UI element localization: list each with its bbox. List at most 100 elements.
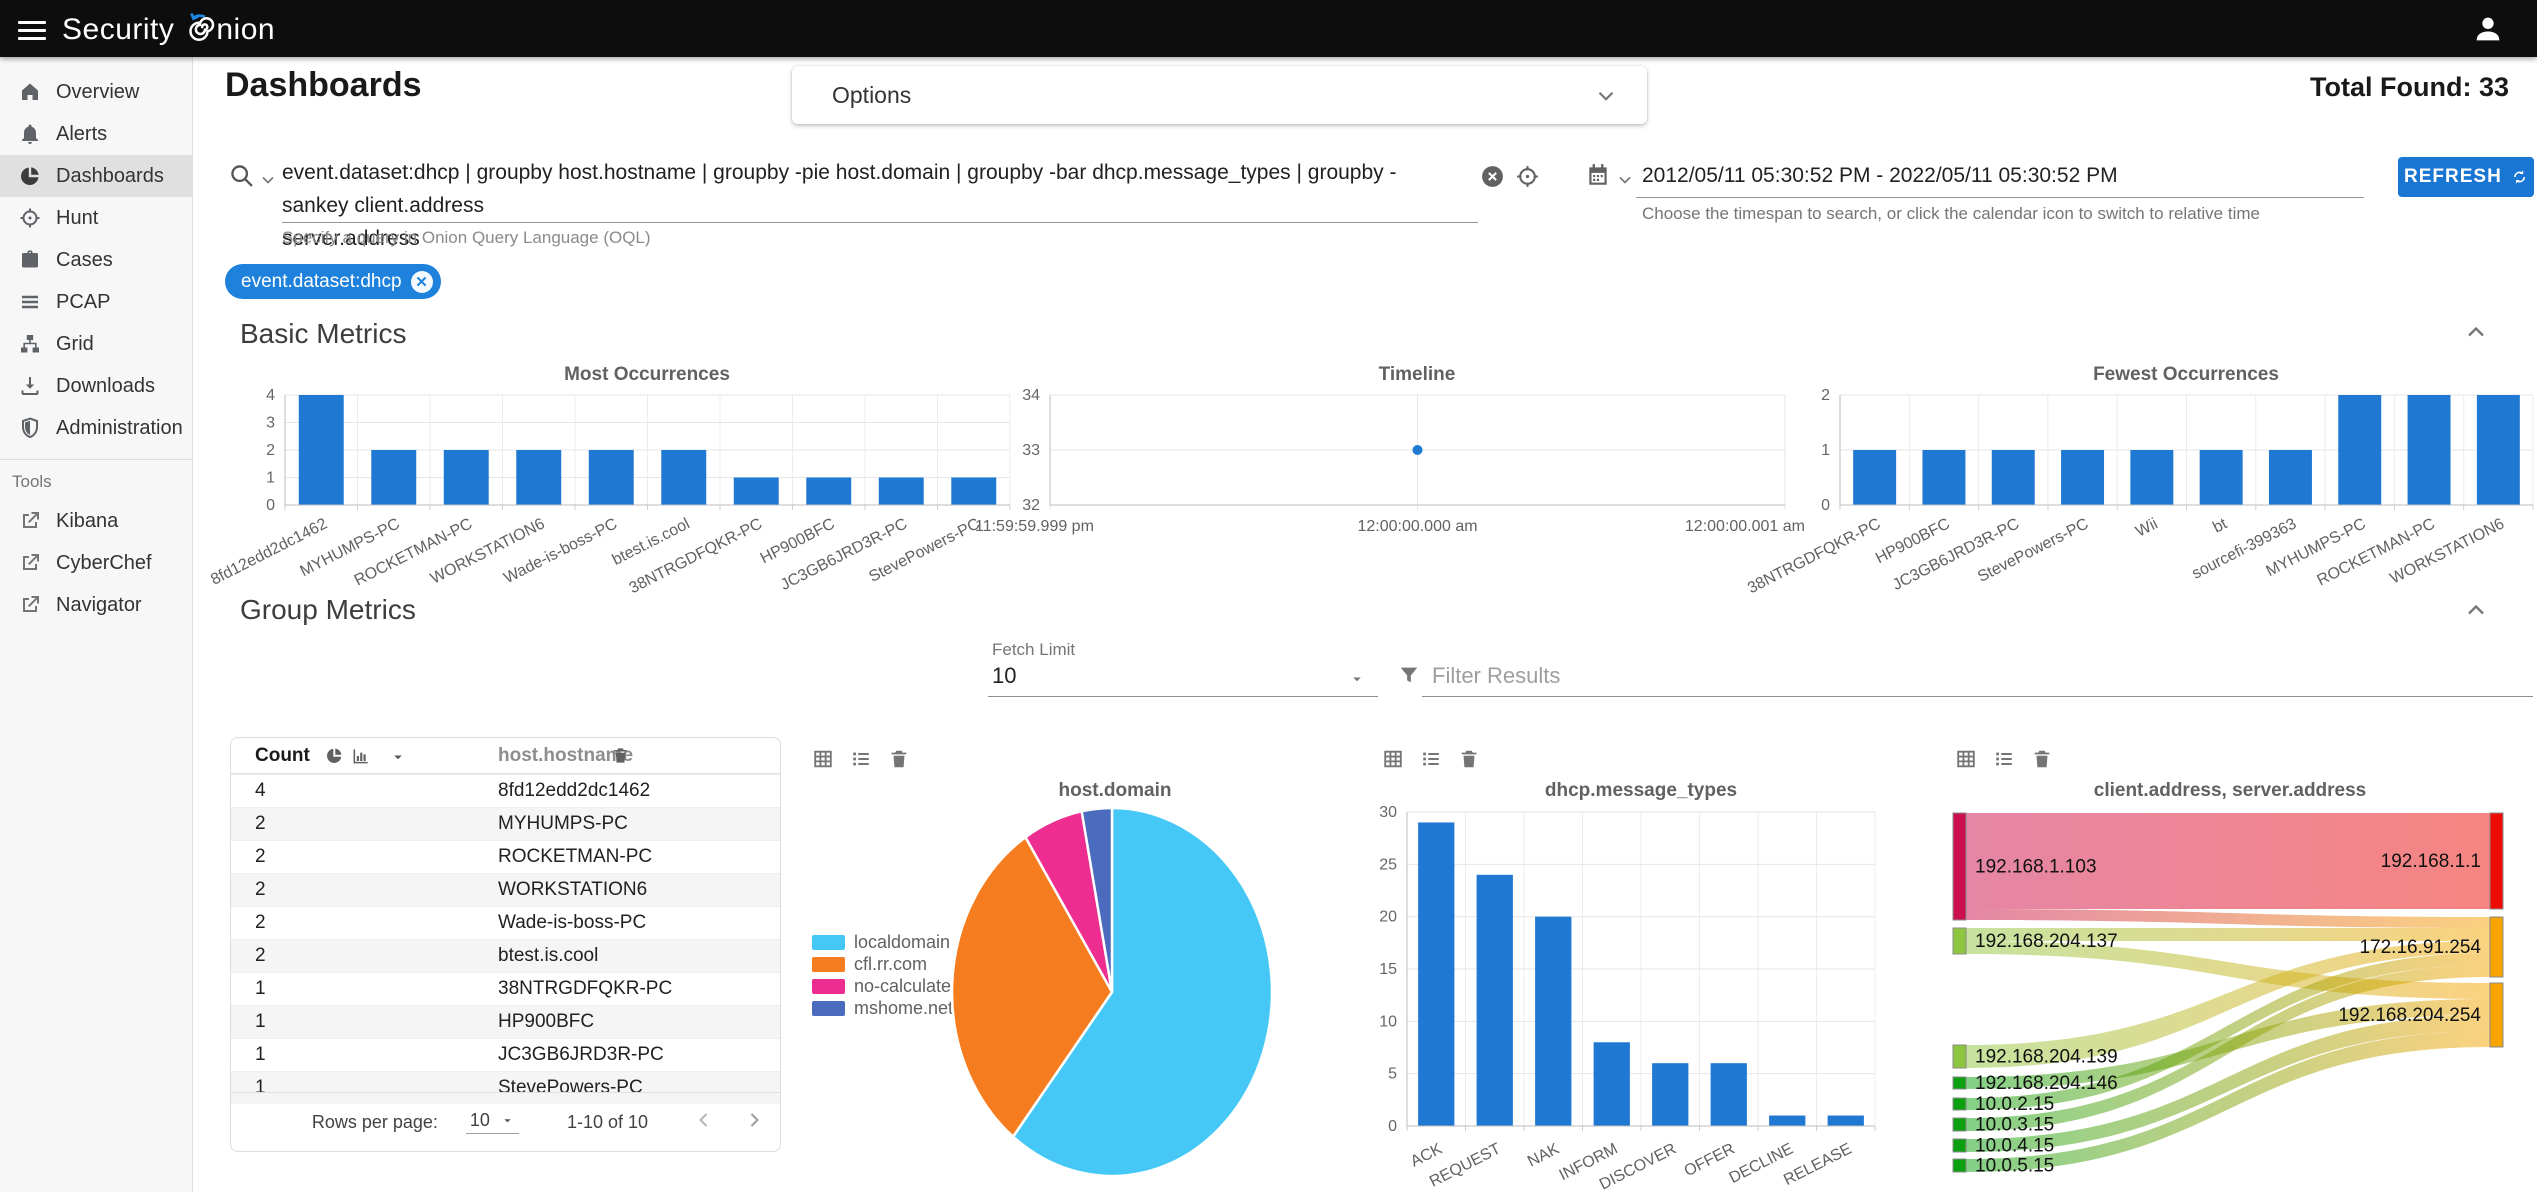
bar-INFORM[interactable] <box>1593 1042 1630 1126</box>
remove-column-trash-icon[interactable] <box>611 746 630 770</box>
bar-HP900BFC[interactable] <box>1922 450 1966 505</box>
bar-MYHUMPS-PC[interactable] <box>371 450 417 505</box>
bar-NAK[interactable] <box>1535 916 1572 1126</box>
filter-chip[interactable]: event.dataset:dhcp ✕ <box>225 264 441 299</box>
pie-slice-mshome.net[interactable] <box>1080 806 1114 993</box>
sankey-flow-192.168.1.103-to-192.168.1.1[interactable] <box>1966 813 2490 909</box>
sankey-node-192.168.1.103[interactable] <box>1952 812 1967 921</box>
bar-JC3GB6JRD3R-PC[interactable] <box>878 477 924 506</box>
bar-8fd12edd2dc1462[interactable] <box>298 395 344 505</box>
sankey-flow-10.0.4.15-to-192.168.204.254[interactable] <box>1966 1015 2490 1152</box>
sankey-node-192.168.204.254[interactable] <box>2489 982 2504 1048</box>
list-view-icon[interactable] <box>1420 748 1442 775</box>
sidebar-item-hunt[interactable]: Hunt <box>0 197 192 239</box>
timeline-chart[interactable]: 34 33 32 11:59:59.999 pm 12:00:00.000 am 12:0… <box>975 356 1805 602</box>
legend-item-localdomain[interactable]: localdomain <box>812 931 981 953</box>
filter-results-input[interactable]: Filter Results <box>1432 663 1561 688</box>
bar-OFFER[interactable] <box>1710 1063 1747 1126</box>
host-domain-pie-chart[interactable] <box>947 800 1277 1185</box>
bar-sourcefi-399363[interactable] <box>2268 450 2312 505</box>
bar-DISCOVER[interactable] <box>1652 1063 1689 1126</box>
chip-close-icon[interactable]: ✕ <box>410 270 433 293</box>
sidebar-item-alerts[interactable]: Alerts <box>0 113 192 155</box>
fewest-occurrences-chart[interactable]: 01238NTRGDFQKR-PCHP900BFCJC3GB6JRD3R-PCS… <box>1745 356 2537 602</box>
query-history-chevron-icon[interactable] <box>258 170 278 195</box>
bar-btest.is.cool[interactable] <box>661 450 707 505</box>
sankey-flow-192.168.204.146-to-192.168.204.254[interactable] <box>1966 999 2490 1089</box>
sankey-node-10.0.5.15[interactable] <box>1952 1158 1967 1173</box>
bar-chart-toggle-icon[interactable] <box>351 746 371 771</box>
query-input[interactable]: event.dataset:dhcp | groupby host.hostna… <box>282 156 1452 255</box>
sort-caret-icon[interactable] <box>389 748 407 771</box>
sidebar-item-cases[interactable]: Cases <box>0 239 192 281</box>
bar-ROCKETMAN-PC[interactable] <box>2407 395 2451 505</box>
bar-Wade-is-boss-PC[interactable] <box>588 450 634 505</box>
sankey-node-172.16.91.254[interactable] <box>2489 916 2504 978</box>
bar-bt[interactable] <box>2199 450 2243 505</box>
sankey-node-10.0.3.15[interactable] <box>1952 1117 1967 1132</box>
timeline-data-point[interactable] <box>1412 445 1423 455</box>
sidebar-item-grid[interactable]: Grid <box>0 323 192 365</box>
sankey-node-192.168.204.146[interactable] <box>1952 1076 1967 1090</box>
sankey-node-10.0.2.15[interactable] <box>1952 1097 1967 1111</box>
bar-38NTRGDFQKR-PC[interactable] <box>1853 450 1897 505</box>
sankey-flow-192.168.204.139-to-172.16.91.254[interactable] <box>1966 941 2490 1068</box>
sankey-node-192.168.204.139[interactable] <box>1952 1044 1967 1069</box>
bar-RELEASE[interactable] <box>1827 1115 1864 1126</box>
sidebar-item-kibana[interactable]: Kibana <box>0 500 192 542</box>
table-row[interactable]: 2 Wade-is-boss-PC <box>231 906 780 939</box>
time-chevron-icon[interactable] <box>1615 170 1635 195</box>
bar-ROCKETMAN-PC[interactable] <box>443 450 489 505</box>
refresh-button[interactable]: REFRESH <box>2398 157 2534 197</box>
fetch-limit-select[interactable]: 10 <box>992 663 1017 688</box>
options-expansion-panel[interactable]: Options <box>792 66 1647 124</box>
bar-38NTRGDFQKR-PC[interactable] <box>733 477 779 506</box>
table-row[interactable]: 2 btest.is.cool <box>231 939 780 972</box>
list-view-icon[interactable] <box>850 748 872 775</box>
clear-query-icon[interactable] <box>1480 164 1505 194</box>
table-row[interactable]: 4 8fd12edd2dc1462 <box>231 774 780 807</box>
pie-slice-cfl.rr.com[interactable] <box>950 835 1114 1139</box>
table-view-icon[interactable] <box>1955 748 1977 775</box>
next-page-icon[interactable] <box>742 1108 766 1137</box>
table-row[interactable]: 2 WORKSTATION6 <box>231 873 780 906</box>
sankey-node-10.0.4.15[interactable] <box>1952 1138 1967 1153</box>
bar-StevePowers-PC[interactable] <box>2061 450 2105 505</box>
bar-JC3GB6JRD3R-PC[interactable] <box>1991 450 2035 505</box>
client-server-sankey-chart[interactable]: client.address, server.address 192.168.1.… <box>1940 770 2537 1192</box>
sidebar-item-overview[interactable]: Overview <box>0 71 192 113</box>
bar-WORKSTATION6[interactable] <box>2476 395 2520 505</box>
quick-actions-icon[interactable] <box>1515 164 1540 194</box>
trash-icon[interactable] <box>888 748 910 775</box>
table-row[interactable]: 1 JC3GB6JRD3R-PC <box>231 1038 780 1071</box>
group-metrics-collapse-icon[interactable] <box>2462 596 2490 629</box>
pie-chart-toggle-icon[interactable] <box>325 746 344 770</box>
table-row[interactable]: 2 MYHUMPS-PC <box>231 807 780 840</box>
bar-REQUEST[interactable] <box>1476 874 1513 1126</box>
bar-Wii[interactable] <box>2130 450 2174 505</box>
rows-per-page-select[interactable]: 10 <box>465 1110 519 1134</box>
sidebar-item-downloads[interactable]: Downloads <box>0 365 192 407</box>
sidebar-item-dashboards[interactable]: Dashboards <box>0 155 192 197</box>
sankey-node-192.168.1.1[interactable] <box>2489 812 2504 910</box>
basic-metrics-collapse-icon[interactable] <box>2462 318 2490 351</box>
bar-StevePowers-PC[interactable] <box>951 477 997 506</box>
table-view-icon[interactable] <box>1382 748 1404 775</box>
sankey-node-192.168.204.137[interactable] <box>1952 927 1967 955</box>
sankey-flow-192.168.204.137-to-172.16.91.254[interactable] <box>1966 928 2490 941</box>
bar-ACK[interactable] <box>1418 822 1455 1126</box>
table-view-icon[interactable] <box>812 748 834 775</box>
bar-MYHUMPS-PC[interactable] <box>2338 395 2382 505</box>
table-row[interactable]: 1 38NTRGDFQKR-PC <box>231 972 780 1005</box>
user-account-icon[interactable] <box>2471 12 2505 51</box>
previous-page-icon[interactable] <box>692 1108 716 1137</box>
most-occurrences-chart[interactable]: 012348fd12edd2dc1462MYHUMPS-PCROCKETMAN-… <box>208 356 1022 602</box>
sidebar-item-administration[interactable]: Administration <box>0 407 192 449</box>
calendar-icon[interactable] <box>1585 162 1611 193</box>
legend-item-no-calculate.net[interactable]: no-calculate.net <box>812 975 981 997</box>
sankey-flow-10.0.2.15-to-172.16.91.254[interactable] <box>1966 953 2490 1110</box>
table-row[interactable]: 2 ROCKETMAN-PC <box>231 840 780 873</box>
bar-WORKSTATION6[interactable] <box>516 450 562 505</box>
table-row[interactable]: 1 HP900BFC <box>231 1005 780 1038</box>
